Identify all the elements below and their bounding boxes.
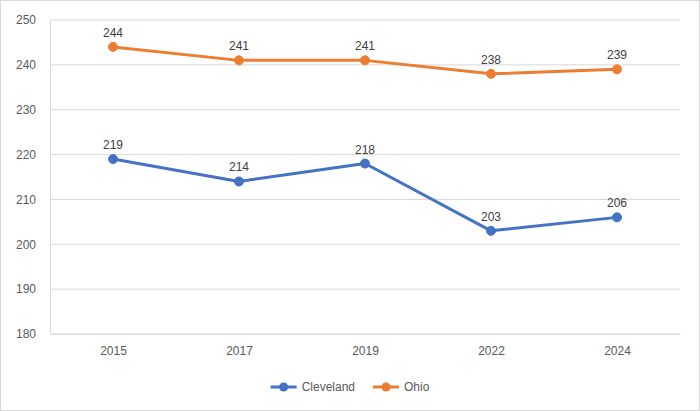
y-tick-label: 210: [16, 193, 36, 207]
series-marker: [487, 226, 496, 235]
series-marker: [613, 213, 622, 222]
legend-label: Cleveland: [302, 380, 355, 394]
data-label: 214: [229, 160, 249, 174]
y-tick-label: 190: [16, 282, 36, 296]
series-marker: [361, 159, 370, 168]
data-label: 244: [103, 26, 123, 40]
y-tick: 240: [16, 58, 50, 72]
series-marker: [235, 56, 244, 65]
grid-line: [50, 20, 680, 21]
data-label: 241: [229, 39, 249, 53]
legend-item: Cleveland: [271, 380, 355, 394]
y-tick-label: 180: [16, 327, 36, 341]
y-tick: 230: [16, 103, 50, 117]
data-label: 206: [607, 196, 627, 210]
data-label: 239: [607, 48, 627, 62]
y-tick-label: 220: [16, 148, 36, 162]
data-label: 241: [355, 39, 375, 53]
data-label: 238: [481, 53, 501, 67]
chart: 180 190 200 210 220 230 240 250 2015 2017 2019 2022…: [0, 0, 700, 411]
y-tick: 250: [16, 13, 50, 27]
grid-line: [50, 244, 680, 245]
marks: [109, 42, 622, 235]
grid-line: [50, 334, 680, 335]
data-label: 219: [103, 138, 123, 152]
chart-border: [1, 1, 700, 411]
grid-line: [50, 109, 680, 110]
grid-line: [50, 289, 680, 290]
y-tick: 220: [16, 148, 50, 162]
x-tick: 2017: [226, 334, 253, 358]
legend: Cleveland Ohio: [271, 380, 430, 394]
y-tick: 190: [16, 282, 50, 296]
y-tick-label: 250: [16, 13, 36, 27]
x-tick: 2022: [478, 334, 505, 358]
x-tick: 2024: [604, 334, 631, 358]
series-marker: [109, 42, 118, 51]
x-tick-label: 2017: [226, 344, 253, 358]
grid-line: [50, 199, 680, 200]
grid: [50, 20, 680, 334]
data-labels: 219 214 218 203 206 244 241 241 238 239: [103, 26, 627, 224]
y-tick: 200: [16, 238, 50, 252]
y-tick: 180: [16, 327, 50, 341]
legend-marker: [382, 383, 391, 392]
series-line: [113, 159, 617, 231]
x-tick: 2019: [352, 334, 379, 358]
data-label: 203: [481, 210, 501, 224]
plot: 180 190 200 210 220 230 240 250 2015 2017 2019 2022…: [16, 13, 681, 357]
legend-item: Ohio: [373, 380, 430, 394]
x-axis-line: [51, 334, 681, 335]
legend-label: Ohio: [404, 380, 430, 394]
x-tick-label: 2015: [100, 344, 127, 358]
x-tick-label: 2019: [352, 344, 379, 358]
x-axis: 2015 2017 2019 2022 2024: [51, 334, 681, 358]
y-axis-line: [50, 21, 51, 335]
series-marker: [361, 56, 370, 65]
data-label: 218: [355, 143, 375, 157]
y-tick-label: 200: [16, 238, 36, 252]
series-marker: [235, 177, 244, 186]
series-marker: [109, 155, 118, 164]
y-axis: 180 190 200 210 220 230 240 250: [16, 13, 51, 341]
x-tick-label: 2024: [604, 344, 631, 358]
series-marker: [613, 65, 622, 74]
series-marker: [487, 69, 496, 78]
x-tick: 2015: [100, 334, 127, 358]
x-tick-label: 2022: [478, 344, 505, 358]
y-tick: 210: [16, 193, 50, 207]
legend-marker: [279, 383, 288, 392]
y-tick-label: 240: [16, 58, 36, 72]
y-tick-label: 230: [16, 103, 36, 117]
